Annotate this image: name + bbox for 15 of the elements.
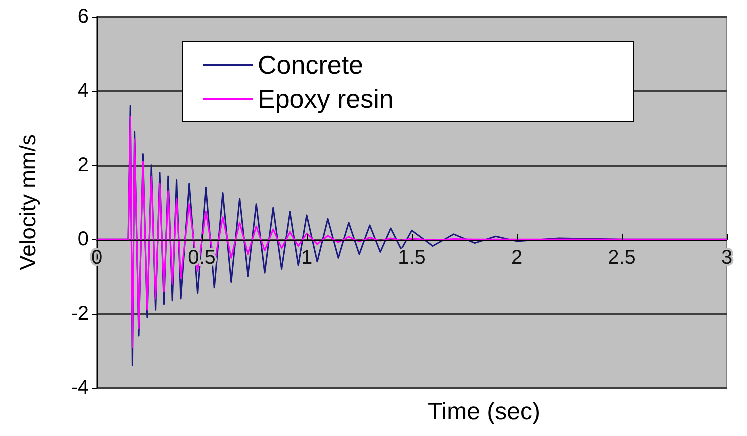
y-tick-label: 4 — [78, 80, 89, 102]
x-axis-title: Time (sec) — [428, 398, 540, 426]
x-tick-label: 1.5 — [398, 247, 426, 269]
x-tick-label: 2 — [511, 247, 523, 269]
y-tick-label: 0 — [78, 228, 89, 251]
y-tick-label: -4 — [71, 377, 89, 399]
legend-label: Concrete — [258, 50, 364, 80]
x-tick-label: 1 — [301, 247, 313, 269]
x-tick-label: 3 — [721, 247, 733, 269]
y-tick-label: -2 — [71, 302, 89, 325]
x-tick-label: 2.5 — [608, 247, 636, 269]
y-tick-label: 6 — [78, 6, 89, 28]
y-tick-label: 2 — [78, 154, 89, 176]
legend-label: Epoxy resin — [258, 84, 394, 114]
y-axis-title: Velocity mm/s — [16, 134, 40, 270]
